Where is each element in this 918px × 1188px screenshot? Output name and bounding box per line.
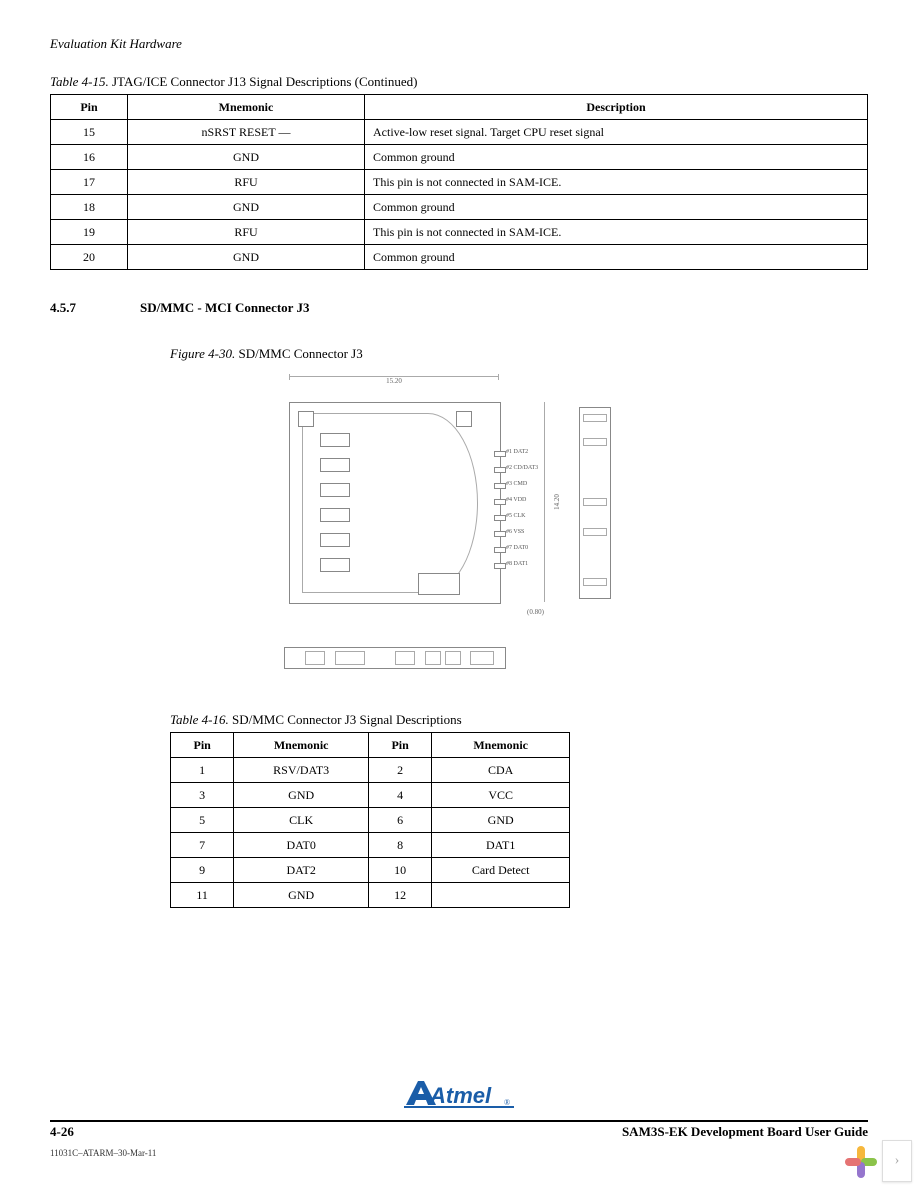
connector-pin — [494, 467, 506, 473]
connector-edge-view — [284, 647, 506, 669]
table-row: 19RFUThis pin is not connected in SAM-IC… — [51, 220, 868, 245]
jtag-signal-table: PinMnemonicDescription 15nSRST RESET —Ac… — [50, 94, 868, 270]
table-row: 17RFUThis pin is not connected in SAM-IC… — [51, 170, 868, 195]
page-footer: 4-26 SAM3S-EK Development Board User Gui… — [50, 1120, 868, 1140]
page-header: Evaluation Kit Hardware — [50, 36, 868, 52]
connector-pin — [494, 483, 506, 489]
pin-label: #5 CLK — [506, 513, 526, 519]
table-row: 3GND4VCC — [171, 783, 570, 808]
table-header: Pin — [171, 733, 234, 758]
pin-label: #3 CMD — [506, 481, 527, 487]
table1-caption-num: Table 4-15. — [50, 74, 109, 89]
document-id: 11031C–ATARM–30-Mar-11 — [50, 1148, 156, 1158]
section-title: SD/MMC - MCI Connector J3 — [140, 300, 309, 316]
atmel-logo: Atmel ® — [0, 1077, 918, 1116]
nav-widget: › — [846, 1140, 912, 1182]
table-row: 9DAT210Card Detect — [171, 858, 570, 883]
connector-top-view: #1 DAT2#2 CD/DAT3#3 CMD#4 VDD#5 CLK#6 VS… — [289, 402, 501, 604]
svg-text:Atmel: Atmel — [429, 1083, 492, 1108]
table-row: 7DAT08DAT1 — [171, 833, 570, 858]
table-header: Mnemonic — [234, 733, 369, 758]
table-row: 11GND12 — [171, 883, 570, 908]
table2-caption-num: Table 4-16. — [170, 712, 229, 727]
table-header: Pin — [51, 95, 128, 120]
page-number: 4-26 — [50, 1124, 74, 1140]
pin-label: #8 DAT1 — [506, 561, 528, 567]
chevron-right-icon: › — [895, 1153, 900, 1169]
table-row: 16GNDCommon ground — [51, 145, 868, 170]
section-heading: 4.5.7 SD/MMC - MCI Connector J3 — [50, 300, 868, 316]
connector-pin — [494, 499, 506, 505]
table-row: 5CLK6GND — [171, 808, 570, 833]
table2-caption: Table 4-16. SD/MMC Connector J3 Signal D… — [170, 712, 868, 728]
table1-caption: Table 4-15. JTAG/ICE Connector J13 Signa… — [50, 74, 868, 90]
connector-pin — [494, 563, 506, 569]
next-page-button[interactable]: › — [882, 1140, 912, 1182]
pin-label: #1 DAT2 — [506, 449, 528, 455]
svg-text:®: ® — [504, 1098, 510, 1107]
pin-label: #2 CD/DAT3 — [506, 465, 538, 471]
sdmmc-signal-table: PinMnemonicPinMnemonic 1RSV/DAT32CDA3GND… — [170, 732, 570, 908]
table1-caption-text: JTAG/ICE Connector J13 Signal Descriptio… — [112, 74, 418, 89]
table-header: Mnemonic — [432, 733, 570, 758]
connector-pin — [494, 515, 506, 521]
pin-label: #7 DAT0 — [506, 545, 528, 551]
dimension-bracket: (0.80) — [527, 608, 544, 616]
table-row: 1RSV/DAT32CDA — [171, 758, 570, 783]
doc-title: SAM3S-EK Development Board User Guide — [622, 1124, 868, 1140]
table-row: 18GNDCommon ground — [51, 195, 868, 220]
connector-pin — [494, 531, 506, 537]
figure-caption: Figure 4-30. SD/MMC Connector J3 — [170, 346, 868, 362]
connector-pin — [494, 547, 506, 553]
flower-icon[interactable] — [846, 1146, 876, 1176]
section-number: 4.5.7 — [50, 300, 140, 316]
table-row: 15nSRST RESET —Active-low reset signal. … — [51, 120, 868, 145]
pin-label: #4 VDD — [506, 497, 526, 503]
connector-side-view — [579, 407, 611, 599]
pin-label: #6 VSS — [506, 529, 524, 535]
figure-caption-text: SD/MMC Connector J3 — [238, 346, 362, 361]
figure-caption-num: Figure 4-30. — [170, 346, 235, 361]
table-header: Description — [365, 95, 868, 120]
connector-diagram: 15.20 #1 DAT2#2 CD/DAT3#3 CMD#4 VDD#5 CL… — [109, 372, 809, 682]
table-header: Pin — [368, 733, 431, 758]
connector-pin — [494, 451, 506, 457]
table-header: Mnemonic — [128, 95, 365, 120]
dimension-top: 15.20 — [289, 376, 499, 385]
dimension-right: 14.20 — [544, 402, 545, 602]
table-row: 20GNDCommon ground — [51, 245, 868, 270]
table2-caption-text: SD/MMC Connector J3 Signal Descriptions — [232, 712, 462, 727]
